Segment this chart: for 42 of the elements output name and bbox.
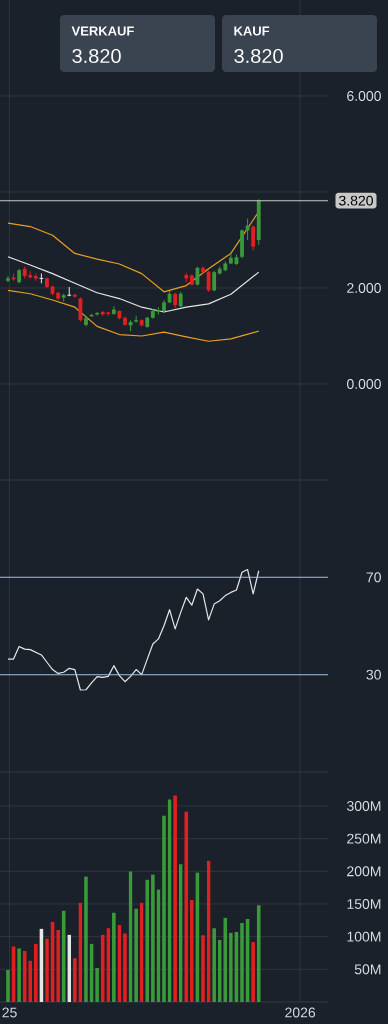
candlestick bbox=[251, 225, 256, 252]
ref-line-label: 3.820 bbox=[339, 195, 373, 206]
x-tick-label: 2026 bbox=[285, 1007, 316, 1018]
candlestick bbox=[78, 297, 83, 323]
bar bbox=[184, 811, 189, 1002]
line-series bbox=[7, 289, 260, 342]
bar bbox=[212, 928, 216, 1002]
bar bbox=[201, 935, 205, 1002]
line-series bbox=[7, 256, 260, 313]
bar bbox=[84, 876, 88, 1002]
y-tick-label: 50M bbox=[354, 964, 381, 975]
bar bbox=[134, 908, 138, 1002]
annotation: 3.820 bbox=[234, 48, 283, 64]
y-tick-label: 70 bbox=[366, 572, 381, 583]
candlestick bbox=[228, 251, 233, 265]
candlestick bbox=[201, 265, 205, 275]
y-tick-label: 250M bbox=[347, 833, 381, 844]
y-tick-label: 30 bbox=[366, 669, 381, 680]
y-tick-label: 0.000 bbox=[346, 379, 381, 389]
bar bbox=[95, 968, 99, 1002]
annotation: VERKAUF bbox=[71, 26, 134, 36]
y-tick-label: 200M bbox=[347, 866, 381, 877]
bar bbox=[251, 941, 255, 1002]
y-tick-label: 100M bbox=[347, 931, 381, 942]
candlestick bbox=[6, 275, 10, 283]
y-tick-label: 6.000 bbox=[347, 91, 381, 101]
y-tick-label: 2.000 bbox=[347, 283, 381, 293]
candlestick bbox=[134, 315, 139, 324]
bar bbox=[145, 879, 150, 1002]
annotation: KAUF bbox=[234, 26, 270, 36]
bar bbox=[73, 958, 77, 1002]
y-tick-label: 150M bbox=[347, 899, 381, 909]
x-tick-label: 25 bbox=[2, 1007, 17, 1018]
bar bbox=[173, 795, 177, 1002]
y-tick-label: 300M bbox=[346, 801, 381, 811]
bar bbox=[112, 912, 116, 1002]
bar bbox=[123, 933, 127, 1002]
bar bbox=[34, 943, 38, 1002]
bar bbox=[162, 815, 166, 1002]
bar bbox=[151, 874, 155, 1002]
annotation: 3.820 bbox=[72, 48, 121, 64]
candlestick bbox=[212, 270, 217, 292]
